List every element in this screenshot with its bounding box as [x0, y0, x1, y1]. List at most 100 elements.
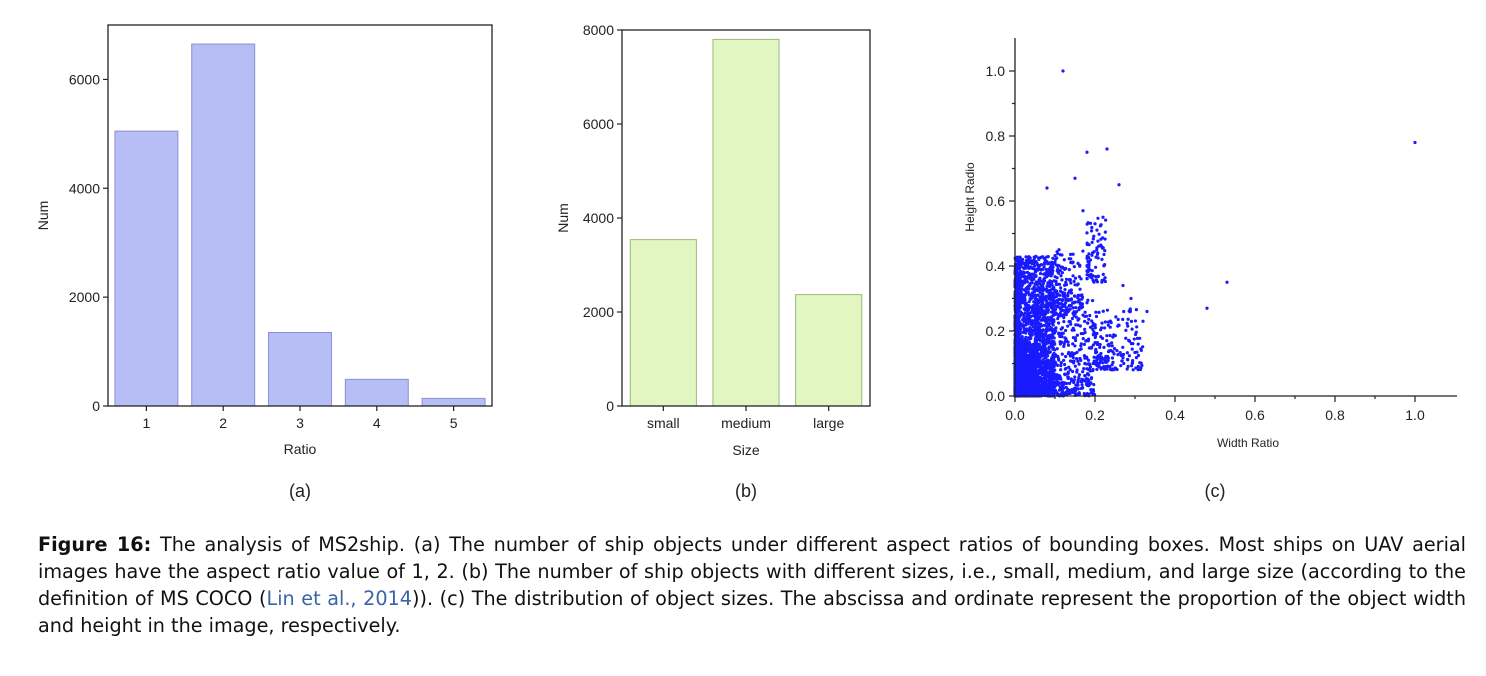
scatter-point — [1076, 359, 1080, 363]
scatter-point — [1022, 315, 1026, 319]
scatter-point — [1034, 357, 1038, 361]
scatter-point — [1136, 364, 1140, 369]
scatter-point — [1038, 358, 1042, 363]
y-tick-label: 2000 — [69, 289, 100, 305]
y-tick-label: 0.6 — [986, 193, 1006, 209]
scatter-point — [1025, 356, 1029, 360]
scatter-point — [1070, 316, 1074, 321]
scatter-point — [1106, 323, 1110, 327]
scatter-point — [1086, 321, 1090, 325]
y-tick-label: 2000 — [583, 304, 614, 320]
scatter-point — [1094, 310, 1098, 314]
scatter-point — [1030, 343, 1034, 347]
scatter-point — [1067, 389, 1072, 393]
scatter-point — [1094, 359, 1098, 363]
scatter-point — [1015, 317, 1020, 321]
scatter-point — [1028, 265, 1032, 269]
scatter-point — [1225, 280, 1229, 284]
scatter-point — [1055, 347, 1059, 351]
scatter-point — [1122, 361, 1126, 366]
scatter-point — [1035, 337, 1039, 342]
scatter-point — [1058, 312, 1062, 317]
scatter-point — [1043, 262, 1047, 266]
scatter-point — [1077, 275, 1081, 279]
scatter-point — [1073, 375, 1077, 379]
scatter-point — [1058, 253, 1063, 257]
scatter-point — [1045, 284, 1049, 288]
x-tick-label: 5 — [450, 415, 458, 431]
scatter-point — [1126, 324, 1130, 328]
scatter-point — [1062, 258, 1066, 262]
scatter-point — [1015, 302, 1019, 306]
scatter-point — [1075, 356, 1079, 361]
scatter-point — [1055, 289, 1059, 293]
scatter-point — [1102, 345, 1106, 349]
scatter-point — [1016, 309, 1021, 313]
scatter-point — [1140, 363, 1144, 368]
y-axis-label: Num — [35, 201, 51, 231]
scatter-point — [1031, 325, 1035, 329]
scatter-point — [1087, 252, 1091, 256]
scatter-point — [1093, 334, 1098, 338]
caption-lead: Figure 16: — [38, 533, 152, 556]
scatter-point — [1106, 320, 1111, 324]
scatter-point — [1085, 277, 1089, 281]
scatter-point — [1101, 361, 1105, 365]
scatter-point — [1039, 333, 1044, 337]
scatter-point — [1079, 277, 1083, 281]
scatter-point — [1016, 295, 1020, 300]
scatter-point — [1022, 359, 1026, 363]
scatter-point — [1044, 294, 1048, 298]
scatter-point — [1035, 261, 1039, 266]
scatter-point — [1101, 272, 1105, 276]
scatter-point — [1039, 345, 1044, 349]
scatter-point — [1048, 363, 1052, 368]
scatter-point — [1050, 260, 1054, 264]
x-axis-label: Width Ratio — [1217, 436, 1279, 450]
scatter-point — [1068, 252, 1073, 257]
scatter-point — [1077, 373, 1082, 377]
scatter-point — [1027, 271, 1031, 276]
scatter-point — [1086, 298, 1090, 302]
scatter-point — [1102, 364, 1106, 369]
scatter-point — [1077, 391, 1081, 395]
scatter-point — [1071, 274, 1075, 278]
scatter-point — [1083, 319, 1087, 324]
scatter-point — [1045, 390, 1050, 394]
scatter-point — [1139, 348, 1143, 353]
scatter-point — [1025, 290, 1029, 294]
scatter-point — [1039, 306, 1044, 310]
scatter-point — [1059, 332, 1063, 336]
scatter-point — [1060, 271, 1064, 275]
scatter-point — [1050, 266, 1054, 270]
scatter-point — [1017, 345, 1022, 349]
scatter-point — [1056, 321, 1061, 325]
scatter-point — [1021, 371, 1025, 376]
scatter-point — [1032, 264, 1037, 268]
y-tick-label: 0.0 — [986, 388, 1006, 404]
scatter-point — [1027, 341, 1031, 345]
y-tick-label: 8000 — [583, 22, 614, 38]
scatter-point — [1058, 297, 1062, 302]
scatter-point — [1085, 301, 1089, 305]
scatter-point — [1122, 309, 1126, 314]
scatter-point — [1075, 350, 1079, 354]
panel-label: (b) — [735, 481, 757, 501]
scatter-point — [1061, 294, 1065, 298]
scatter-point — [1069, 281, 1073, 285]
scatter-point — [1018, 325, 1022, 329]
scatter-point — [1066, 375, 1070, 379]
scatter-point — [1062, 344, 1066, 348]
scatter-point — [1064, 280, 1068, 284]
scatter-point — [1134, 366, 1138, 370]
scatter-point — [1053, 360, 1058, 365]
scatter-point — [1070, 261, 1074, 265]
scatter-point — [1067, 391, 1071, 396]
scatter-point — [1060, 389, 1065, 393]
scatter-point — [1096, 239, 1100, 243]
scatter-point — [1080, 383, 1084, 387]
caption-citation-link[interactable]: Lin et al., 2014 — [266, 587, 412, 610]
scatter-point — [1027, 255, 1031, 260]
scatter-point — [1030, 320, 1035, 324]
scatter-point — [1022, 356, 1026, 360]
